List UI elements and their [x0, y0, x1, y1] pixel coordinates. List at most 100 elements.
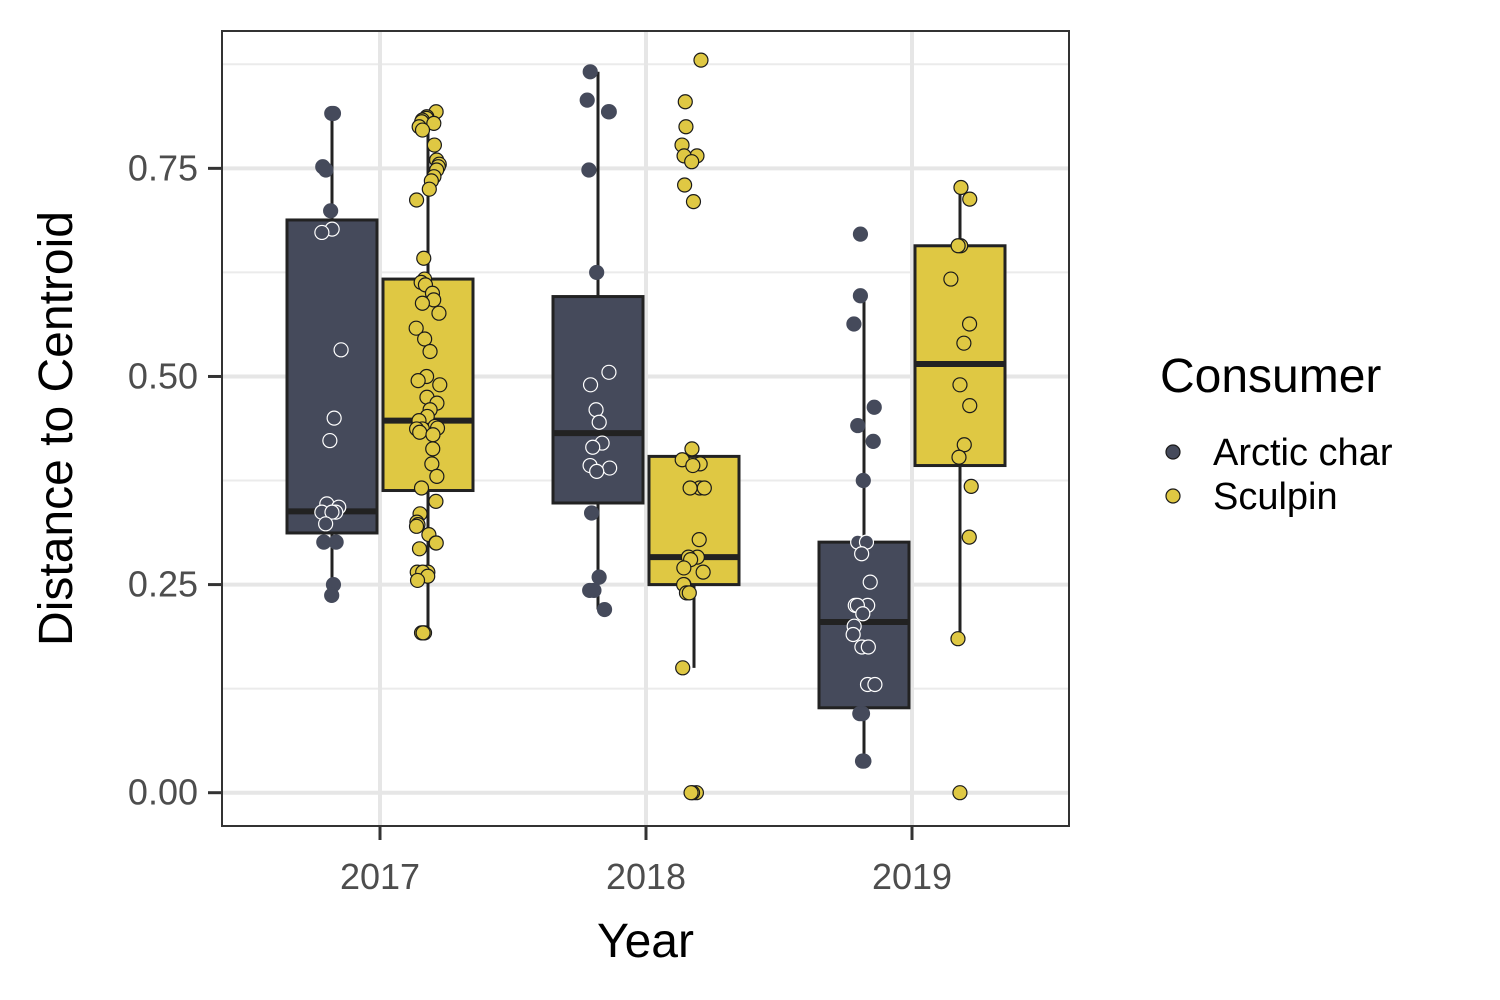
- data-point: [412, 424, 428, 440]
- data-point: [588, 402, 604, 418]
- x-tick-label: 2019: [872, 856, 952, 897]
- data-point: [314, 224, 330, 241]
- data-point: [681, 585, 697, 601]
- data-point: [322, 432, 338, 449]
- data-point: [953, 179, 969, 196]
- data-point: [845, 626, 861, 643]
- data-point: [862, 574, 878, 590]
- data-point: [582, 582, 598, 599]
- box-layer: [285, 71, 1007, 762]
- data-point: [854, 546, 870, 562]
- data-point: [855, 606, 871, 622]
- legend-title: Consumer: [1160, 350, 1381, 403]
- data-point: [961, 316, 978, 332]
- data-point: [426, 115, 442, 132]
- data-point: [417, 331, 433, 347]
- box: [913, 244, 1007, 468]
- data-point: [432, 377, 448, 393]
- data-point: [408, 192, 425, 208]
- data-point: [867, 676, 883, 693]
- y-tick-label: 0.75: [128, 147, 198, 188]
- data-point: [429, 468, 445, 484]
- data-point: [585, 439, 601, 455]
- data-point: [956, 437, 972, 453]
- data-point: [695, 564, 711, 580]
- x-axis-title: Year: [597, 915, 694, 968]
- data-point: [421, 181, 437, 197]
- data-point: [685, 457, 701, 474]
- data-point: [601, 104, 617, 120]
- data-point: [963, 478, 979, 494]
- legend-key-arctic-char: [1165, 444, 1181, 460]
- data-point: [579, 92, 595, 108]
- data-point: [582, 377, 599, 393]
- data-point: [596, 601, 613, 618]
- data-point: [675, 660, 691, 676]
- data-point: [943, 271, 959, 287]
- x-tick-label: 2018: [606, 856, 686, 897]
- data-point: [602, 460, 618, 476]
- data-point: [426, 137, 442, 153]
- data-point: [962, 398, 978, 414]
- data-point: [414, 295, 431, 311]
- data-point: [696, 480, 712, 496]
- data-point: [854, 706, 871, 722]
- data-point: [583, 505, 600, 521]
- data-point: [950, 631, 966, 647]
- data-point: [952, 785, 968, 801]
- y-tick-label: 0.00: [128, 772, 198, 813]
- data-point: [414, 122, 431, 138]
- data-point: [693, 52, 709, 68]
- box: [647, 454, 741, 587]
- data-point: [852, 226, 869, 242]
- data-point: [677, 94, 693, 110]
- data-point: [865, 433, 881, 450]
- point-layer: [314, 52, 979, 801]
- data-point: [431, 305, 447, 321]
- data-point: [581, 162, 597, 178]
- data-point: [409, 572, 426, 589]
- data-point: [326, 410, 342, 426]
- data-point: [411, 541, 428, 557]
- data-point: [683, 785, 699, 801]
- data-point: [591, 569, 607, 585]
- data-point: [682, 480, 698, 496]
- axes: 0.00 0.25 0.50 0.75 2017 2018 2019: [128, 147, 952, 897]
- data-point: [425, 427, 441, 443]
- legend-label: Arctic char: [1213, 432, 1393, 474]
- data-point: [425, 441, 441, 457]
- data-point: [589, 463, 605, 479]
- data-point: [962, 191, 978, 207]
- data-point: [422, 343, 438, 360]
- data-point: [428, 535, 444, 551]
- legend-key-sculpin: [1165, 488, 1181, 504]
- data-point: [961, 529, 977, 545]
- data-point: [408, 518, 425, 534]
- data-point: [325, 105, 342, 122]
- data-point: [855, 472, 871, 489]
- data-point: [318, 516, 334, 532]
- legend-label: Sculpin: [1213, 476, 1338, 518]
- box: [285, 218, 379, 535]
- data-point: [852, 288, 869, 304]
- data-point: [416, 250, 432, 266]
- data-point: [589, 264, 605, 281]
- data-point: [410, 373, 426, 389]
- data-point: [677, 177, 693, 193]
- data-point: [850, 417, 866, 434]
- data-point: [582, 64, 598, 80]
- data-point: [324, 504, 340, 520]
- data-point: [324, 587, 340, 604]
- y-tick-label: 0.50: [128, 355, 198, 396]
- data-point: [866, 399, 882, 415]
- data-point: [415, 625, 431, 641]
- y-axis-title: Distance to Centroid: [30, 211, 83, 646]
- data-point: [684, 154, 700, 170]
- data-point: [685, 194, 702, 210]
- data-point: [333, 342, 349, 358]
- data-point: [678, 119, 694, 135]
- data-point: [854, 753, 871, 769]
- x-tick-label: 2017: [340, 856, 420, 897]
